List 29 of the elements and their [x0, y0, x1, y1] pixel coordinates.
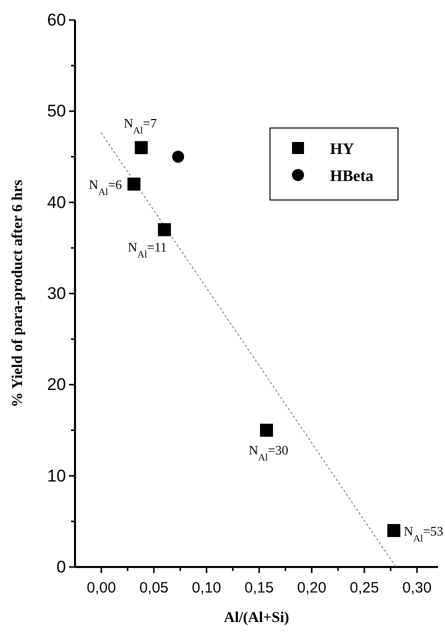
annotation: N$_{Al}$=7: [124, 116, 158, 136]
point: [260, 424, 273, 437]
y-tick-label: 50: [47, 102, 66, 121]
y-tick-label: 30: [47, 284, 66, 303]
y-tick-label: 10: [47, 466, 66, 486]
y-tick-label: 60: [47, 10, 66, 30]
point: [387, 524, 400, 538]
y-axis-title: % Yield of para-product after 6 hrs: [10, 180, 26, 408]
x-tick-label: 0,00: [86, 580, 116, 596]
x-tick-label: 0,20: [297, 580, 326, 596]
annotation: N$_{Al}$=6: [88, 177, 122, 198]
x-tick-label: 0,25: [350, 580, 379, 596]
x-axis-title: Al/(Al+Si): [224, 610, 290, 626]
annotation: N$_{Al}$=53: [404, 524, 444, 544]
point: [127, 178, 140, 191]
annotation: N$_{Al}$=30: [248, 442, 288, 463]
point: [172, 150, 184, 163]
x-tick-label: 0,05: [139, 580, 169, 596]
x-tick-label: 0,30: [402, 580, 432, 596]
legend-label: HBeta: [330, 168, 374, 185]
point: [158, 223, 171, 236]
legend-label: HY: [330, 141, 354, 158]
x-tick-label: 0,10: [192, 580, 222, 596]
y-tick-label: 20: [47, 375, 66, 394]
annotation: N$_{Al}$=11: [128, 240, 167, 260]
y-tick-label: 0: [56, 557, 66, 576]
y-tick-label: 40: [47, 192, 66, 212]
x-tick-label: 0,15: [244, 580, 274, 596]
point: [134, 141, 148, 154]
